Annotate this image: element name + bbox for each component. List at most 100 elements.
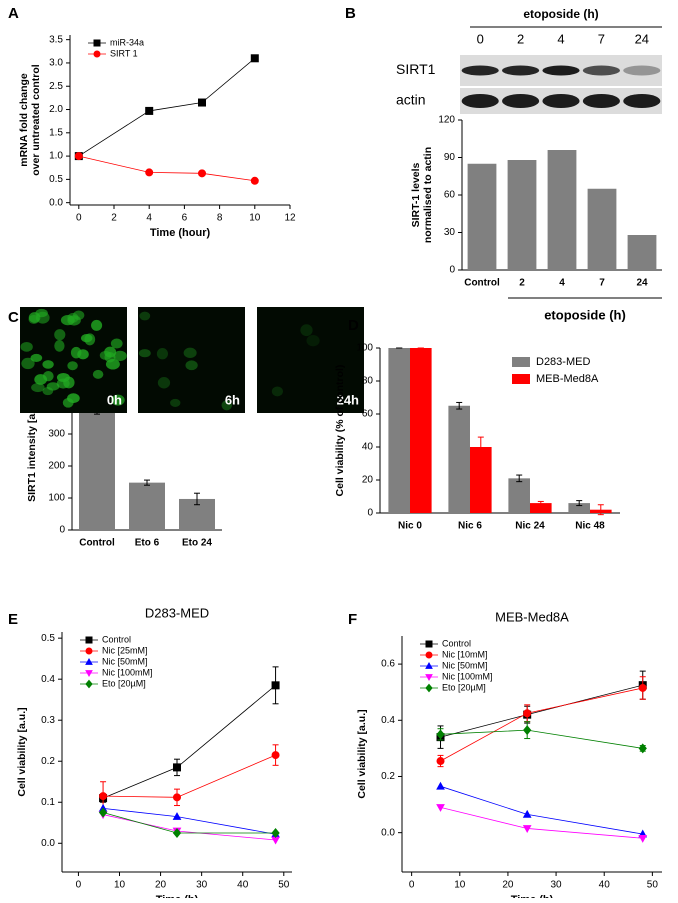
x-tick-label: Nic 0 bbox=[398, 521, 422, 532]
y-axis-label: Cell viability [a.u.] bbox=[16, 707, 28, 796]
bar bbox=[467, 163, 497, 270]
nucleus bbox=[185, 360, 198, 371]
bar bbox=[388, 348, 410, 513]
marker bbox=[523, 709, 532, 718]
legend-label: Nic [100mM] bbox=[442, 671, 493, 681]
nucleus bbox=[28, 314, 40, 325]
micrograph bbox=[138, 307, 245, 413]
x-tick-label: 7 bbox=[599, 278, 605, 289]
marker bbox=[85, 647, 93, 655]
nucleus bbox=[138, 349, 151, 358]
x-tick-label: 50 bbox=[278, 880, 290, 891]
lane-label: 24 bbox=[635, 31, 649, 46]
nucleus bbox=[42, 386, 54, 396]
blot-band bbox=[461, 65, 499, 76]
y-tick-label: 2.5 bbox=[49, 81, 63, 92]
image-label: 6h bbox=[225, 392, 240, 407]
micrograph bbox=[257, 307, 364, 413]
panel-label: A bbox=[8, 5, 19, 22]
marker bbox=[436, 757, 445, 766]
y-tick-label: 3.5 bbox=[49, 34, 63, 45]
y-tick-label: 0 bbox=[367, 508, 373, 519]
x-tick-label: 40 bbox=[599, 880, 611, 891]
marker bbox=[425, 683, 433, 693]
x-tick-label: 10 bbox=[114, 880, 126, 891]
series-line bbox=[440, 687, 643, 762]
nucleus bbox=[67, 393, 80, 404]
marker bbox=[85, 657, 93, 665]
marker bbox=[638, 683, 647, 692]
legend-label: Nic [50mM] bbox=[102, 656, 148, 666]
nucleus bbox=[105, 358, 120, 370]
x-tick-label: 2 bbox=[111, 213, 117, 224]
x-tick-label: 50 bbox=[647, 880, 659, 891]
marker bbox=[172, 828, 182, 839]
y-tick-label: 0.0 bbox=[49, 197, 63, 208]
marker bbox=[172, 812, 182, 820]
marker bbox=[271, 751, 280, 760]
nucleus bbox=[306, 335, 320, 347]
nucleus bbox=[170, 398, 181, 407]
legend-label: Control bbox=[102, 634, 131, 644]
series-line bbox=[102, 814, 276, 841]
legend-label: MEB-Med8A bbox=[536, 373, 599, 385]
y-tick-label: 60 bbox=[444, 190, 456, 201]
nucleus bbox=[21, 357, 35, 370]
bar bbox=[507, 160, 537, 270]
series-line bbox=[440, 806, 643, 839]
marker bbox=[436, 781, 445, 790]
image-label: 0h bbox=[107, 392, 122, 407]
bar bbox=[79, 405, 115, 530]
x-tick-label: Control bbox=[464, 278, 500, 289]
nucleus bbox=[104, 346, 117, 358]
x-tick-label: Nic 48 bbox=[575, 521, 605, 532]
nucleus bbox=[54, 340, 65, 352]
x-tick-label: 2 bbox=[519, 278, 525, 289]
y-tick-label: 120 bbox=[438, 115, 455, 126]
x-tick-label: 20 bbox=[155, 880, 167, 891]
series-line bbox=[440, 785, 643, 835]
bar bbox=[508, 478, 530, 513]
nucleus bbox=[31, 383, 45, 393]
x-tick-label: 6 bbox=[182, 213, 188, 224]
blot-band bbox=[623, 65, 661, 76]
lane-label: 4 bbox=[557, 31, 564, 46]
y-axis-label: Cell viability (% of control) bbox=[334, 365, 346, 497]
marker bbox=[85, 636, 93, 644]
x-tick-label: 30 bbox=[196, 880, 208, 891]
marker bbox=[93, 39, 101, 47]
x-tick-label: 10 bbox=[454, 880, 466, 891]
x-tick-label: Eto 6 bbox=[135, 538, 160, 549]
bar bbox=[568, 503, 590, 513]
nucleus bbox=[139, 311, 151, 321]
y-tick-label: 3.0 bbox=[49, 58, 63, 69]
x-tick-label: Eto 24 bbox=[182, 538, 212, 549]
y-tick-label: 0 bbox=[59, 525, 65, 536]
nucleus bbox=[221, 400, 232, 411]
nucleus bbox=[60, 314, 75, 326]
image-label: 24h bbox=[337, 392, 359, 407]
y-tick-label: 80 bbox=[362, 376, 374, 387]
blot-band bbox=[623, 94, 661, 108]
bar bbox=[587, 188, 617, 270]
marker bbox=[198, 169, 206, 178]
marker bbox=[99, 792, 108, 801]
x-tick-label: 4 bbox=[146, 213, 152, 224]
y-tick-label: 200 bbox=[48, 461, 65, 472]
legend-label: Nic [10mM] bbox=[442, 649, 488, 659]
y-tick-label: 0.4 bbox=[41, 674, 55, 685]
y-tick-label: 90 bbox=[444, 152, 456, 163]
nucleus bbox=[156, 348, 169, 360]
legend-label: Nic [50mM] bbox=[442, 660, 488, 670]
x-axis-label: Time (hour) bbox=[150, 227, 211, 239]
panel-label: B bbox=[345, 5, 356, 22]
marker bbox=[425, 661, 433, 669]
y-tick-label: 1.5 bbox=[49, 127, 63, 138]
marker bbox=[198, 98, 206, 107]
legend-label: SIRT 1 bbox=[110, 48, 138, 58]
nucleus bbox=[54, 329, 66, 341]
panel-label: C bbox=[8, 309, 19, 326]
y-tick-label: 0.6 bbox=[381, 659, 395, 670]
nucleus bbox=[70, 346, 82, 359]
series-line bbox=[103, 808, 276, 835]
